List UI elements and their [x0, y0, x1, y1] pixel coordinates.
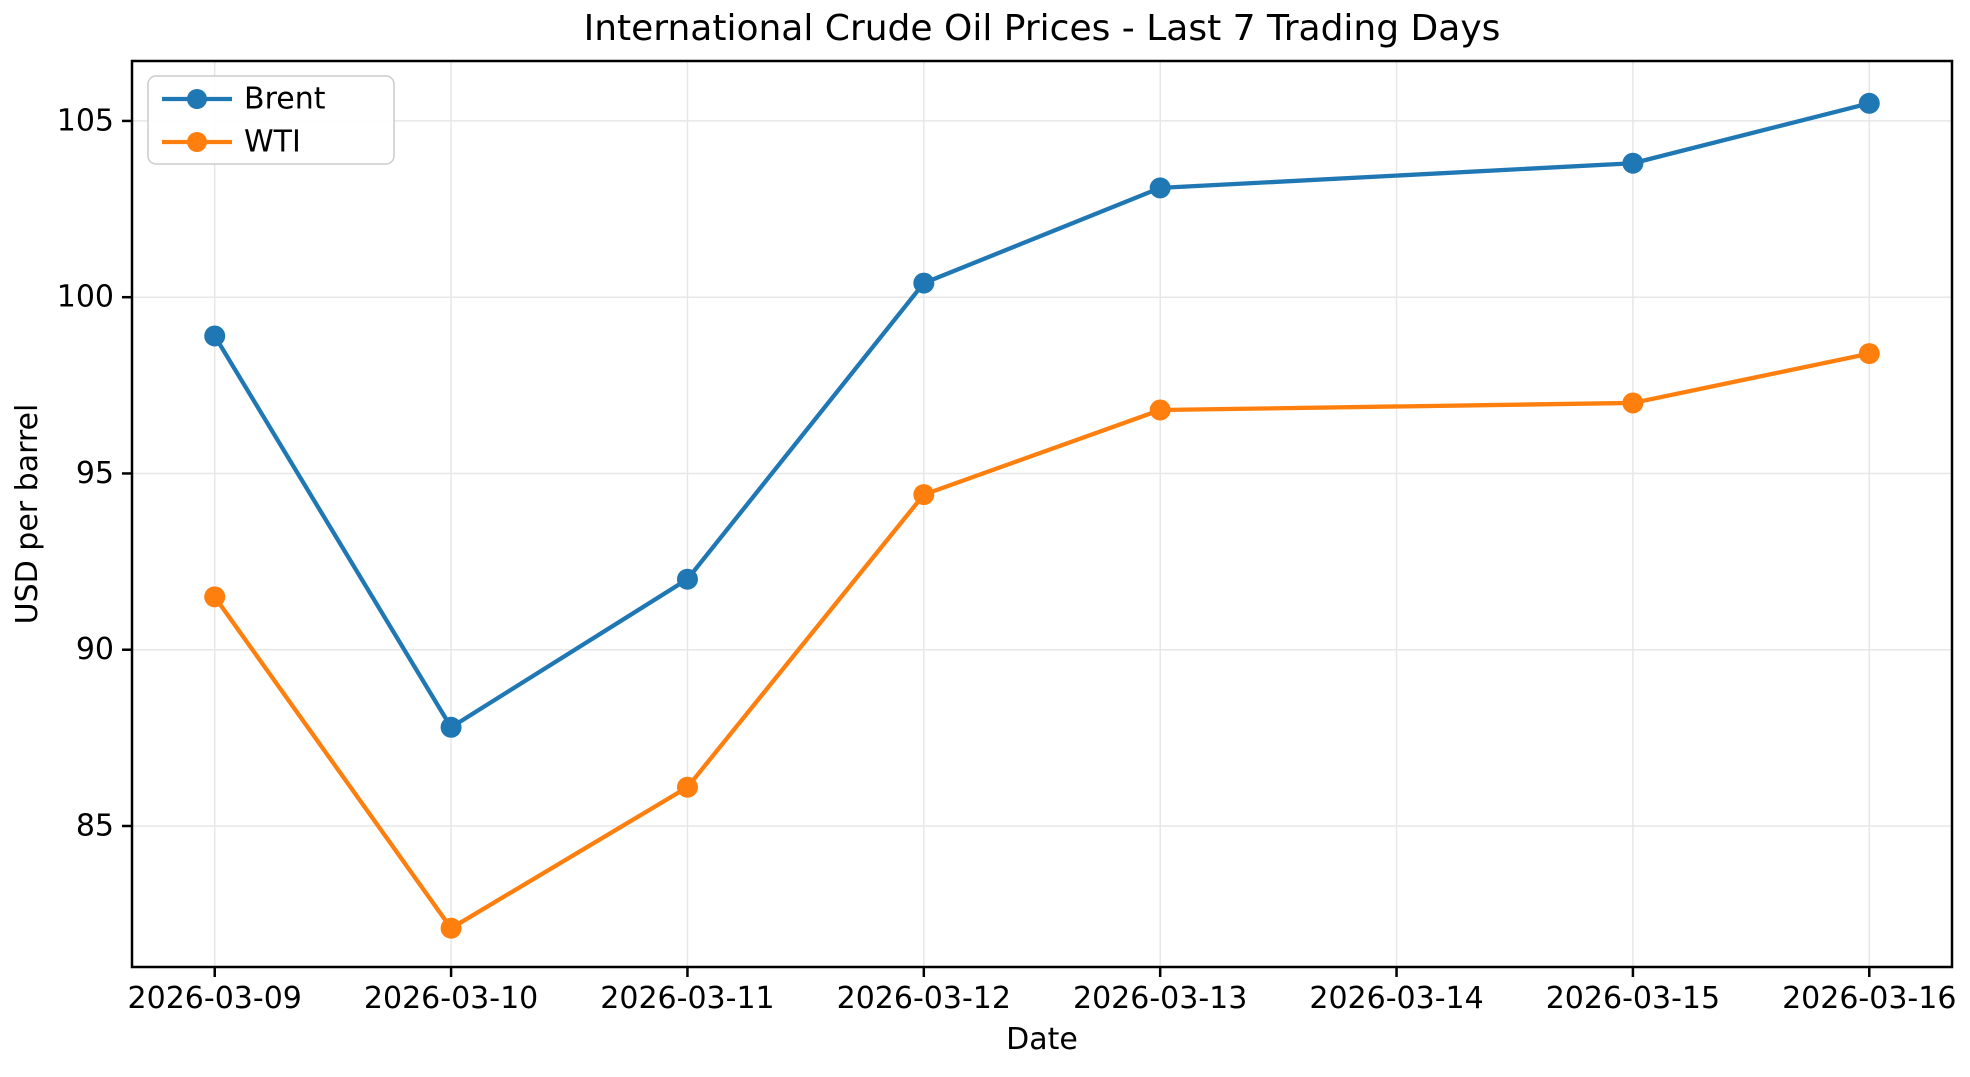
x-tick-label: 2026-03-11 — [600, 981, 774, 1016]
legend-marker-sample — [187, 89, 207, 109]
series-marker-wti — [676, 776, 698, 798]
series-marker-brent — [1149, 177, 1171, 199]
y-tick-label: 105 — [57, 103, 114, 138]
series-marker-brent — [204, 325, 226, 347]
y-tick-label: 90 — [76, 632, 114, 667]
x-tick-label: 2026-03-12 — [837, 981, 1011, 1016]
series-marker-brent — [1858, 92, 1880, 114]
y-tick-label: 95 — [76, 456, 114, 491]
y-tick-label: 85 — [76, 808, 114, 843]
x-tick-label: 2026-03-16 — [1782, 981, 1956, 1016]
series-marker-wti — [1622, 392, 1644, 414]
x-tick-label: 2026-03-13 — [1073, 981, 1247, 1016]
series-marker-brent — [440, 716, 462, 738]
legend-label: WTI — [244, 125, 301, 160]
series-marker-wti — [204, 586, 226, 608]
y-tick-label: 100 — [57, 280, 114, 315]
x-tick-label: 2026-03-09 — [128, 981, 302, 1016]
series-marker-wti — [913, 484, 935, 506]
series-marker-wti — [1858, 343, 1880, 365]
legend: Brent WTI — [147, 75, 395, 165]
plot-border — [130, 59, 1954, 969]
x-tick-label: 2026-03-15 — [1546, 981, 1720, 1016]
series-marker-brent — [676, 568, 698, 590]
x-tick-label: 2026-03-10 — [364, 981, 538, 1016]
series-marker-brent — [913, 272, 935, 294]
series-marker-brent — [1622, 152, 1644, 174]
legend-label: Brent — [244, 82, 326, 117]
legend-marker-sample — [187, 132, 207, 152]
series-line-brent — [212, 101, 1872, 730]
x-axis-label: Date — [1006, 1022, 1078, 1057]
chart-title: International Crude Oil Prices - Last 7 … — [583, 8, 1501, 49]
x-tick-label: 2026-03-14 — [1309, 981, 1483, 1016]
series-line-wti — [212, 351, 1872, 931]
series-marker-wti — [440, 917, 462, 939]
series-marker-wti — [1149, 399, 1171, 421]
